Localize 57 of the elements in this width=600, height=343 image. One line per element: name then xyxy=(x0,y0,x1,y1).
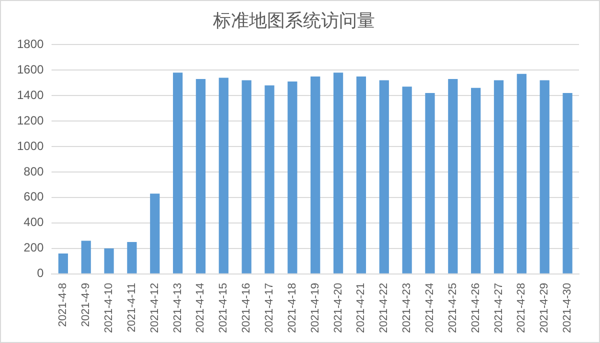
bar xyxy=(448,78,458,274)
y-tick-label: 800 xyxy=(24,164,44,178)
x-tick-label: 2021-4-20 xyxy=(332,282,344,334)
bar xyxy=(172,72,183,274)
x-tick-label: 2021-4-8 xyxy=(57,282,70,327)
bar xyxy=(471,88,481,274)
x-tick-label: 2021-4-24 xyxy=(424,282,436,334)
y-tick-label: 1000 xyxy=(16,138,44,153)
x-tick-label: 2021-4-21 xyxy=(355,282,368,334)
x-tick-label: 2021-4-19 xyxy=(309,282,322,334)
bar xyxy=(333,72,344,274)
x-tick-label: 2021-4-30 xyxy=(562,282,574,334)
x-tick-label: 2021-4-14 xyxy=(194,282,207,334)
bar xyxy=(242,80,252,274)
x-tick-label: 2021-4-13 xyxy=(172,282,184,334)
x-tick-label: 2021-4-26 xyxy=(470,282,482,334)
x-tick-label: 2021-4-16 xyxy=(240,282,253,334)
x-tick-label: 2021-4-12 xyxy=(148,282,161,334)
bar xyxy=(150,194,160,274)
y-tick-label: 1400 xyxy=(16,88,44,102)
bar xyxy=(127,242,137,274)
y-tick-label: 400 xyxy=(24,215,44,230)
x-tick-label: 2021-4-18 xyxy=(286,282,298,334)
bar xyxy=(264,85,274,274)
x-tick-label: 2021-4-27 xyxy=(492,282,505,334)
bar xyxy=(494,80,504,274)
bar xyxy=(516,74,526,274)
bar xyxy=(58,253,68,274)
y-tick-label: 600 xyxy=(24,190,44,204)
bar xyxy=(402,86,412,274)
bar xyxy=(562,92,572,274)
x-tick-label: 2021-4-15 xyxy=(218,282,230,334)
bar xyxy=(81,240,91,274)
x-tick-label: 2021-4-23 xyxy=(401,282,414,334)
y-tick-label: 1200 xyxy=(16,113,44,128)
chart-title: 标准地图系统访问量 xyxy=(212,10,375,32)
bar xyxy=(218,78,228,274)
bar xyxy=(540,80,550,274)
x-tick-label: 2021-4-22 xyxy=(378,282,390,334)
bar xyxy=(425,92,435,274)
x-tick-label: 2021-4-29 xyxy=(538,282,551,334)
bar xyxy=(196,78,206,274)
bar xyxy=(310,76,320,274)
x-tick-label: 2021-4-25 xyxy=(446,282,459,334)
y-tick-label: 1800 xyxy=(16,36,44,51)
y-tick-label: 1600 xyxy=(16,62,44,76)
x-tick-label: 2021-4-17 xyxy=(264,282,276,334)
bar xyxy=(288,82,298,274)
bar xyxy=(104,248,114,274)
bar xyxy=(379,80,389,274)
x-tick-label: 2021-4-11 xyxy=(126,282,138,332)
bar xyxy=(356,76,366,274)
x-tick-label: 2021-4-9 xyxy=(80,282,92,327)
x-tick-label: 2021-4-28 xyxy=(516,282,528,334)
y-tick-label: 0 xyxy=(37,266,44,280)
y-tick-label: 200 xyxy=(24,240,44,255)
x-tick-label: 2021-4-10 xyxy=(103,282,116,334)
